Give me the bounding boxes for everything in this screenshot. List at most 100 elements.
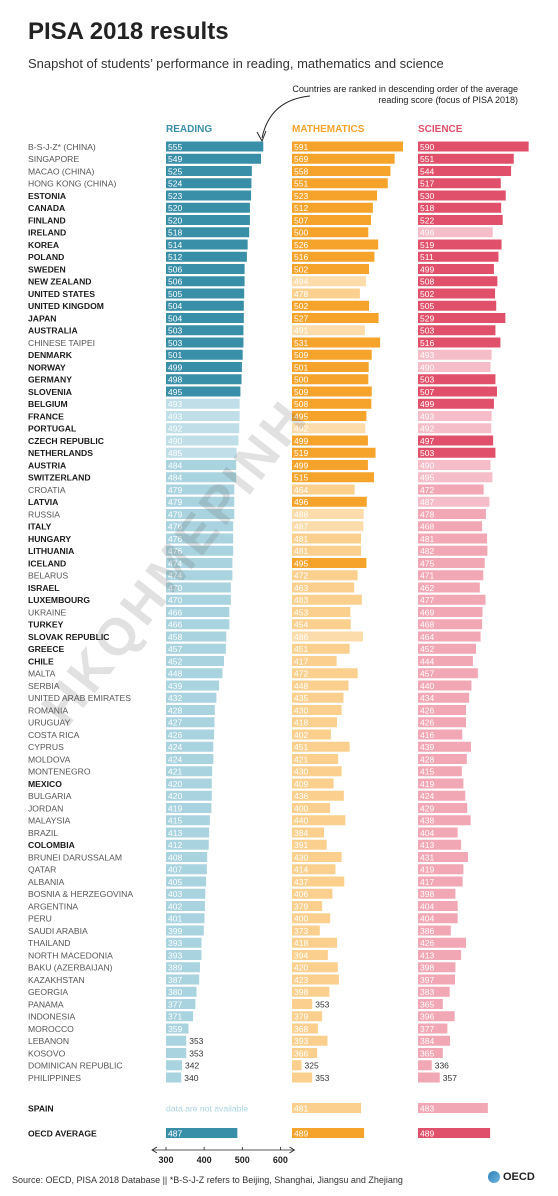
value-label-reading-38: 466 [168, 607, 182, 617]
column-header-reading: READING [166, 124, 212, 135]
country-label-spain: SPAIN [28, 1103, 54, 1113]
value-label-math-10: 502 [294, 264, 308, 274]
value-label-science-29: 487 [420, 497, 434, 507]
bar-reading-58 [166, 852, 208, 862]
bar-science-40 [418, 631, 481, 642]
value-label-reading-37: 470 [168, 595, 182, 605]
value-label-science-34: 475 [420, 558, 434, 568]
value-label-science-76: 357 [443, 1073, 457, 1083]
country-label: ITALY [28, 522, 52, 532]
bar-science-8 [418, 239, 502, 250]
bar-reading-7 [166, 227, 250, 238]
value-label-math-2: 558 [294, 166, 308, 176]
bar-math-24 [292, 435, 368, 446]
value-label-reading-17: 501 [168, 350, 182, 360]
value-label-reading-32: 476 [168, 534, 182, 544]
bar-science-38 [418, 607, 483, 617]
country-label: JORDAN [28, 803, 63, 813]
value-label-reading-61: 403 [168, 889, 182, 899]
country-label: LATVIA [28, 497, 58, 507]
bar-reading-57 [166, 839, 209, 850]
country-label: BAKU (AZERBAIJAN) [28, 963, 113, 973]
country-label: ARGENTINA [28, 901, 78, 911]
bar-math-43 [292, 668, 358, 679]
country-label: SWITZERLAND [28, 473, 91, 483]
bar-math-1 [292, 153, 395, 164]
value-label-reading-70: 377 [168, 999, 182, 1009]
bar-reading-31 [166, 521, 234, 532]
value-label-science-37: 477 [420, 595, 434, 605]
value-label-math-12: 478 [294, 289, 308, 299]
bar-science-9 [418, 251, 499, 262]
value-label-reading-21: 493 [168, 399, 182, 409]
value-label-reading-50: 424 [168, 754, 182, 764]
value-label-math-73: 393 [294, 1036, 308, 1046]
bar-science-69 [418, 986, 450, 997]
country-label: CYPRUS [28, 742, 64, 752]
country-label: UKRAINE [28, 607, 66, 617]
country-label: COLOMBIA [28, 840, 75, 850]
value-label-math-4: 523 [294, 191, 308, 201]
value-label-math-51: 430 [294, 767, 308, 777]
value-label-reading-13: 504 [168, 301, 182, 311]
bar-math-49 [292, 741, 350, 752]
bar-math-9 [292, 251, 375, 262]
value-label-reading-19: 498 [168, 375, 182, 385]
value-label-reading-30: 479 [168, 509, 182, 519]
value-label-science-72: 377 [420, 1024, 434, 1034]
bar-reading-19 [166, 374, 242, 385]
bar-reading-32 [166, 533, 234, 544]
bar-math-42 [292, 656, 337, 666]
bar-reading-56 [166, 827, 210, 838]
value-label-science-55: 438 [420, 816, 434, 826]
value-label-math-72: 368 [294, 1024, 308, 1034]
country-label: GERMANY [28, 375, 72, 385]
bar-reading-24 [166, 435, 239, 446]
bar-math-66 [292, 950, 328, 960]
value-label-math-21: 508 [294, 399, 308, 409]
country-label: FRANCE [28, 411, 64, 421]
bar-oecd-average-reading [166, 1128, 238, 1138]
value-label-reading-48: 426 [168, 730, 182, 740]
value-label-science-22: 493 [420, 411, 434, 421]
country-label: ESTONIA [28, 191, 66, 201]
value-label-math-66: 394 [294, 950, 308, 960]
value-label-science-68: 397 [420, 975, 434, 985]
value-label-reading-57: 412 [168, 840, 182, 850]
bar-math-3 [292, 178, 388, 189]
value-label-math-74: 366 [294, 1048, 308, 1058]
bar-math-30 [292, 509, 364, 519]
country-label: SINGAPORE [28, 154, 79, 164]
value-label-reading-4: 523 [168, 191, 182, 201]
value-label-science-48: 416 [420, 730, 434, 740]
bar-reading-68 [166, 974, 200, 985]
column-header-science: SCIENCE [418, 124, 463, 135]
source-note: Source: OECD, PISA 2018 Database || *B-S… [12, 1175, 403, 1185]
bar-math-11 [292, 276, 367, 287]
value-label-reading-54: 419 [168, 803, 182, 813]
bar-reading-2 [166, 166, 252, 176]
value-label-math-44: 448 [294, 681, 308, 691]
country-label: ICELAND [28, 558, 66, 568]
bar-math-73 [292, 1035, 328, 1046]
bar-science-24 [418, 435, 494, 446]
value-label-science-18: 490 [420, 362, 434, 372]
value-label-science-32: 481 [420, 534, 434, 544]
value-label-science-41: 452 [420, 644, 434, 654]
value-label-reading-16: 503 [168, 338, 182, 348]
bar-science-52 [418, 778, 464, 789]
value-label-science-43: 457 [420, 669, 434, 679]
value-label-reading-24: 490 [168, 436, 182, 446]
bar-math-34 [292, 558, 367, 568]
bar-math-58 [292, 852, 342, 862]
bar-math-27 [292, 472, 375, 483]
value-label-science-49: 439 [420, 742, 434, 752]
bar-reading-14 [166, 313, 244, 323]
value-label-math-24: 499 [294, 436, 308, 446]
bar-science-7 [418, 227, 493, 238]
bar-reading-20 [166, 386, 241, 397]
value-label-science-19: 503 [420, 375, 434, 385]
bar-reading-47 [166, 717, 215, 728]
page-title: PISA 2018 results [28, 18, 229, 45]
bar-math-6 [292, 215, 371, 225]
